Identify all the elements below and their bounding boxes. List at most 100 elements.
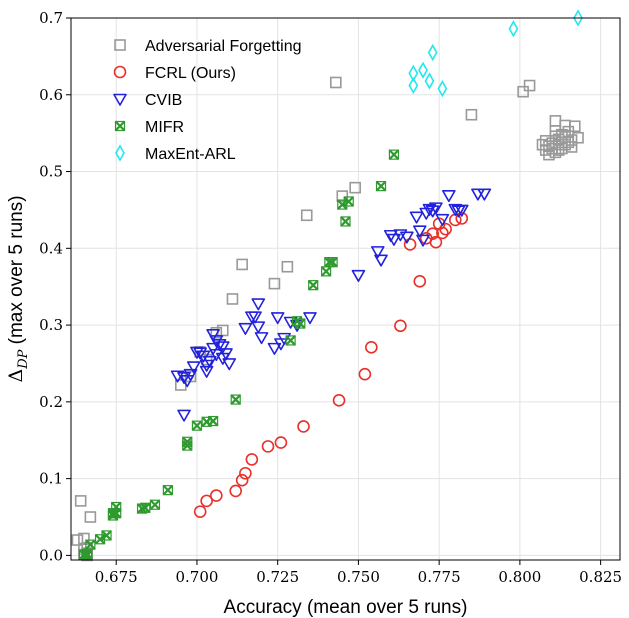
data-point <box>177 371 191 385</box>
data-point <box>370 246 385 259</box>
data-point <box>424 72 435 90</box>
data-point <box>277 332 291 345</box>
data-point <box>427 43 438 62</box>
data-point <box>229 484 242 498</box>
marker-cross <box>191 420 203 431</box>
data-point <box>139 502 151 514</box>
x-tick-label: 0.725 <box>256 568 299 586</box>
marker-shape <box>565 134 578 146</box>
marker-shape <box>210 489 223 502</box>
marker-shape <box>210 326 223 339</box>
marker-shape <box>358 367 372 381</box>
data-point <box>101 530 112 541</box>
marker-shape <box>413 275 427 288</box>
data-point <box>332 394 346 407</box>
marker-cross <box>101 530 112 541</box>
data-point <box>238 322 253 335</box>
marker-shape <box>388 149 400 160</box>
marker-cross <box>149 499 161 511</box>
data-point <box>523 79 536 92</box>
marker-shape <box>400 231 414 244</box>
data-point <box>254 332 269 345</box>
legend-label: MaxEnt-ARL <box>145 146 236 163</box>
marker-cross <box>230 394 241 405</box>
data-point <box>416 234 430 247</box>
marker-shape <box>408 64 419 82</box>
data-point <box>281 260 294 273</box>
data-point <box>549 146 562 159</box>
marker-shape <box>74 495 87 507</box>
y-tick-label: 0.3 <box>39 316 63 334</box>
data-point <box>517 85 529 98</box>
data-point <box>251 321 266 334</box>
data-point <box>572 131 584 144</box>
data-point <box>251 298 266 311</box>
data-point <box>267 342 282 355</box>
marker-shape <box>572 131 584 144</box>
marker-cross <box>181 436 193 448</box>
data-point <box>343 196 355 207</box>
marker-cross <box>162 484 174 496</box>
marker-shape <box>387 233 401 246</box>
marker-shape <box>113 65 127 79</box>
y-tick-label: 0.1 <box>39 470 63 488</box>
marker-cross <box>375 180 387 192</box>
marker-shape <box>442 190 456 203</box>
marker-shape <box>274 436 288 449</box>
marker-shape <box>254 332 269 345</box>
data-point <box>222 358 237 371</box>
marker-shape <box>268 277 281 290</box>
data-point <box>573 9 583 27</box>
marker-shape <box>236 258 248 271</box>
data-point <box>219 348 233 361</box>
data-point <box>388 149 400 160</box>
marker-shape <box>437 80 448 98</box>
data-point <box>426 227 439 241</box>
marker-shape <box>140 502 151 513</box>
marker-shape <box>111 508 122 519</box>
marker-shape <box>455 212 469 225</box>
y-tick-label: 0.7 <box>39 9 63 27</box>
marker-shape <box>209 335 224 348</box>
data-point <box>235 473 249 487</box>
data-point <box>186 361 201 374</box>
data-point <box>422 203 437 216</box>
marker-shape <box>523 79 536 92</box>
data-point <box>418 61 428 79</box>
marker-shape <box>281 260 294 273</box>
plot-frame <box>70 17 621 561</box>
marker-shape <box>330 76 342 89</box>
marker-shape <box>235 473 249 487</box>
series-fcrl-ours <box>193 212 469 518</box>
marker-shape <box>182 436 193 447</box>
data-point <box>412 225 427 238</box>
legend-label: MIFR <box>145 119 184 136</box>
legend-marker <box>115 144 125 162</box>
legend-marker <box>113 65 127 79</box>
data-point <box>193 347 207 360</box>
marker-shape <box>85 539 96 550</box>
data-point <box>383 229 398 243</box>
marker-shape <box>94 534 106 545</box>
marker-shape <box>191 420 203 431</box>
data-point <box>565 134 578 146</box>
data-point <box>408 64 419 82</box>
data-point <box>203 355 217 368</box>
marker-shape <box>291 316 303 327</box>
marker-cross <box>94 533 106 545</box>
marker-shape <box>565 141 578 153</box>
marker-cross <box>343 196 355 207</box>
marker-shape <box>277 332 291 345</box>
data-point <box>374 254 388 267</box>
data-point <box>230 394 241 405</box>
marker-shape <box>425 205 440 218</box>
data-point <box>162 484 174 496</box>
marker-cross <box>320 266 332 277</box>
data-point <box>268 277 281 290</box>
marker-shape <box>251 298 266 311</box>
marker-shape <box>71 534 84 546</box>
data-point <box>291 315 303 327</box>
data-series <box>71 9 584 562</box>
marker-shape <box>383 229 398 243</box>
data-point <box>74 495 87 507</box>
